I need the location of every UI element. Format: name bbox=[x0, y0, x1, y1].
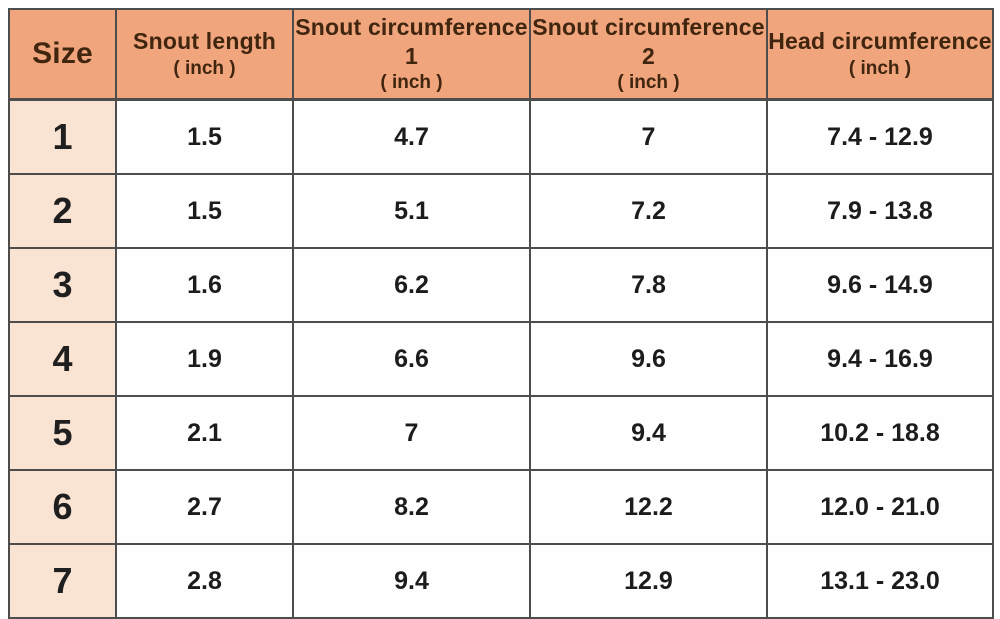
table-row: 5 2.1 7 9.4 10.2 - 18.8 bbox=[8, 395, 994, 471]
snout-circumference-2-value: 7.8 bbox=[529, 247, 768, 323]
head-circumference-value: 7.4 - 12.9 bbox=[766, 98, 994, 175]
size-value: 6 bbox=[8, 469, 117, 545]
col-header-label: Snout length bbox=[133, 28, 276, 55]
snout-circumference-2-value: 12.9 bbox=[529, 543, 768, 619]
snout-length-value: 2.8 bbox=[115, 543, 294, 619]
snout-length-value: 1.9 bbox=[115, 321, 294, 397]
snout-circumference-1-value: 5.1 bbox=[292, 173, 531, 249]
snout-circumference-1-value: 9.4 bbox=[292, 543, 531, 619]
snout-circumference-2-value: 9.4 bbox=[529, 395, 768, 471]
table-row: 4 1.9 6.6 9.6 9.4 - 16.9 bbox=[8, 321, 994, 397]
snout-circumference-1-value: 6.2 bbox=[292, 247, 531, 323]
col-header-snout-circumference-1: Snout circumference 1 ( inch ) bbox=[292, 8, 531, 101]
snout-circumference-1-value: 7 bbox=[292, 395, 531, 471]
header-row: Size Snout length ( inch ) Snout circumf… bbox=[8, 8, 994, 101]
table-row: 3 1.6 6.2 7.8 9.6 - 14.9 bbox=[8, 247, 994, 323]
table-row: 1 1.5 4.7 7 7.4 - 12.9 bbox=[8, 98, 994, 175]
col-header-head-circumference: Head circumference ( inch ) bbox=[766, 8, 994, 101]
col-header-unit: ( inch ) bbox=[848, 57, 912, 79]
col-header-unit: ( inch ) bbox=[617, 72, 680, 94]
table-row: 7 2.8 9.4 12.9 13.1 - 23.0 bbox=[8, 543, 994, 619]
col-header-size: Size bbox=[8, 8, 117, 101]
head-circumference-value: 10.2 - 18.8 bbox=[766, 395, 994, 471]
col-header-label: Head circumference bbox=[768, 28, 992, 55]
size-value: 2 bbox=[8, 173, 117, 249]
head-circumference-value: 9.6 - 14.9 bbox=[766, 247, 994, 323]
col-header-unit: ( inch ) bbox=[173, 57, 236, 79]
size-value: 7 bbox=[8, 543, 117, 619]
snout-length-value: 2.1 bbox=[115, 395, 294, 471]
size-value: 1 bbox=[8, 98, 117, 175]
table-row: 2 1.5 5.1 7.2 7.9 - 13.8 bbox=[8, 173, 994, 249]
snout-length-value: 1.5 bbox=[115, 173, 294, 249]
table-row: 6 2.7 8.2 12.2 12.0 - 21.0 bbox=[8, 469, 994, 545]
col-header-label: Snout circumference 1 bbox=[295, 13, 528, 69]
snout-circumference-2-value: 7.2 bbox=[529, 173, 768, 249]
col-header-label: Size bbox=[32, 37, 93, 71]
head-circumference-value: 7.9 - 13.8 bbox=[766, 173, 994, 249]
snout-circumference-2-value: 7 bbox=[529, 98, 768, 175]
col-header-unit: ( inch ) bbox=[380, 72, 443, 94]
size-value: 5 bbox=[8, 395, 117, 471]
size-value: 3 bbox=[8, 247, 117, 323]
head-circumference-value: 12.0 - 21.0 bbox=[766, 469, 994, 545]
head-circumference-value: 13.1 - 23.0 bbox=[766, 543, 994, 619]
size-value: 4 bbox=[8, 321, 117, 397]
snout-circumference-1-value: 8.2 bbox=[292, 469, 531, 545]
snout-length-value: 1.6 bbox=[115, 247, 294, 323]
size-chart-table: Size Snout length ( inch ) Snout circumf… bbox=[8, 8, 994, 619]
col-header-snout-length: Snout length ( inch ) bbox=[115, 8, 294, 101]
snout-circumference-1-value: 4.7 bbox=[292, 98, 531, 175]
col-header-snout-circumference-2: Snout circumference 2 ( inch ) bbox=[529, 8, 768, 101]
snout-length-value: 2.7 bbox=[115, 469, 294, 545]
snout-circumference-1-value: 6.6 bbox=[292, 321, 531, 397]
head-circumference-value: 9.4 - 16.9 bbox=[766, 321, 994, 397]
col-header-label: Snout circumference 2 bbox=[532, 13, 765, 69]
snout-circumference-2-value: 12.2 bbox=[529, 469, 768, 545]
snout-circumference-2-value: 9.6 bbox=[529, 321, 768, 397]
snout-length-value: 1.5 bbox=[115, 98, 294, 175]
